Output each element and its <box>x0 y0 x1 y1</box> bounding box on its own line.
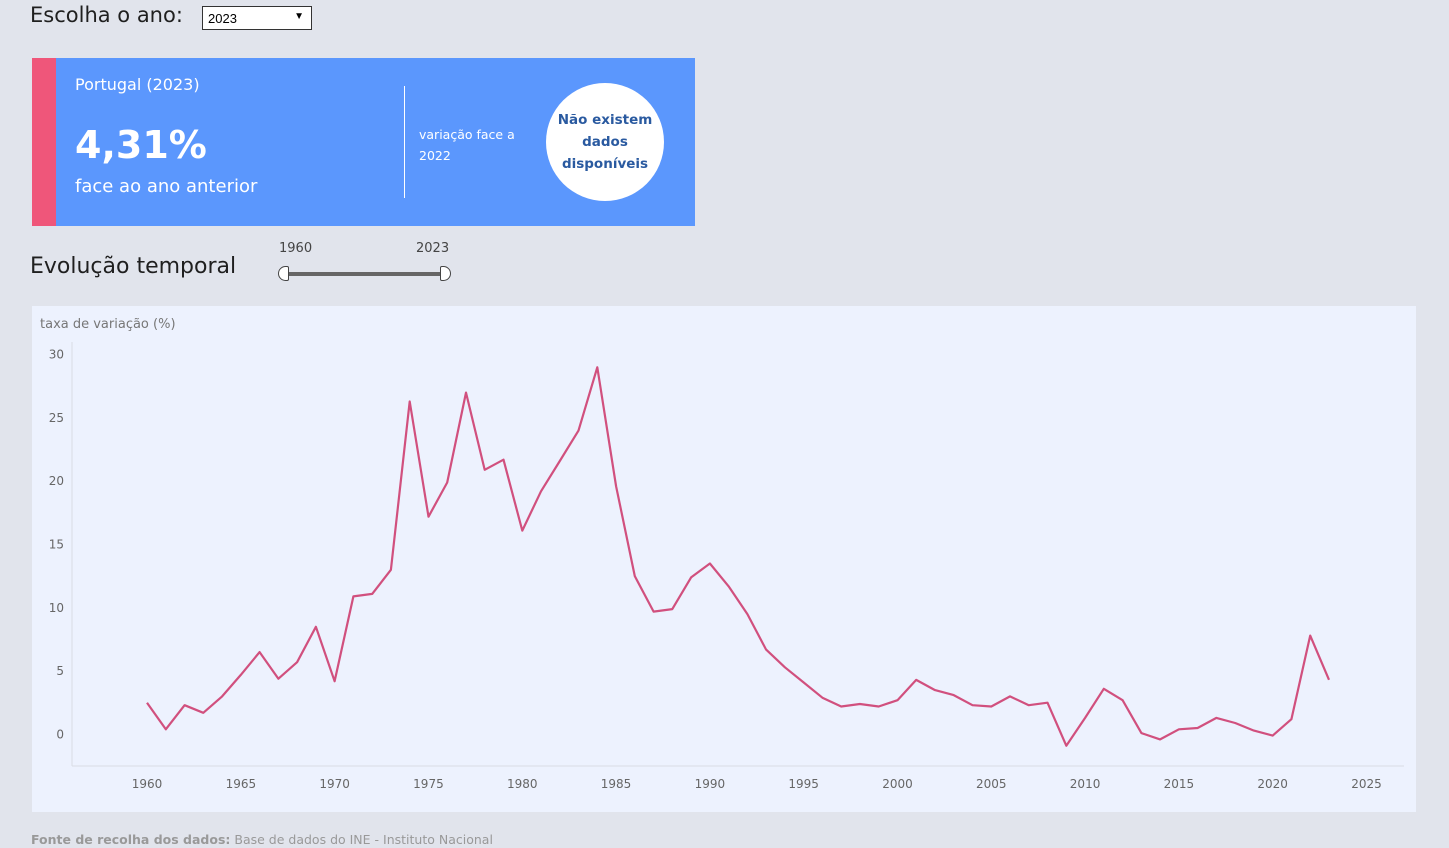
evolution-title: Evolução temporal <box>30 254 237 279</box>
source-text: Base de dados do INE - Instituto Naciona… <box>234 832 493 847</box>
x-tick-label: 2000 <box>882 777 913 791</box>
y-tick-label: 20 <box>49 474 64 488</box>
chart-panel: taxa de variação (%) 0 5 10 15 20 25 30 1960 196… <box>32 306 1416 812</box>
y-tick-label: 25 <box>49 411 64 425</box>
x-tick-label: 2025 <box>1351 777 1382 791</box>
range-start-label: 1960 <box>279 241 313 256</box>
range-end-label: 2023 <box>416 241 450 256</box>
kpi-variation-bubble: Não existem dados disponíveis <box>546 83 664 201</box>
x-tick-label: 1960 <box>132 777 163 791</box>
x-tick-label: 1985 <box>601 777 632 791</box>
x-tick-label: 1990 <box>695 777 726 791</box>
range-end-handle[interactable] <box>440 266 451 281</box>
x-tick-label: 2005 <box>976 777 1007 791</box>
series-line <box>146 366 1331 747</box>
x-tick-label: 2015 <box>1164 777 1195 791</box>
y-tick-label: 30 <box>49 348 64 362</box>
x-tick-label: 1980 <box>507 777 538 791</box>
chevron-down-icon: ▼ <box>294 11 304 22</box>
year-select[interactable]: 2023 ▼ <box>202 6 312 30</box>
year-select-value: 2023 <box>208 11 237 26</box>
kpi-country: Portugal (2023) <box>75 75 200 94</box>
kpi-divider <box>404 86 405 198</box>
x-tick-label: 1970 <box>319 777 350 791</box>
kpi-variation-value: Não existem dados disponíveis <box>557 112 653 172</box>
y-tick-label: 0 <box>56 727 64 741</box>
kpi-variation-label: variação face a 2022 <box>419 127 515 163</box>
x-tick-label: 1995 <box>788 777 819 791</box>
y-tick-label: 10 <box>49 601 64 615</box>
kpi-value: 4,31% <box>75 123 207 167</box>
range-start-handle[interactable] <box>278 266 289 281</box>
kpi-subtitle: face ao ano anterior <box>75 176 258 197</box>
kpi-accent-bar <box>32 58 56 226</box>
y-tick-label: 5 <box>56 664 64 678</box>
x-tick-label: 2010 <box>1070 777 1101 791</box>
x-tick-label: 2020 <box>1257 777 1288 791</box>
kpi-card: Portugal (2023) 4,31% face ao ano anteri… <box>32 58 695 226</box>
x-tick-label: 1965 <box>226 777 257 791</box>
y-tick-label: 15 <box>49 538 64 552</box>
year-range-slider[interactable]: 1960 2023 <box>270 238 460 288</box>
range-track[interactable] <box>284 272 445 276</box>
year-filter-label: Escolha o ano: <box>30 3 183 27</box>
y-axis-title: taxa de variação (%) <box>40 317 176 332</box>
data-source: Fonte de recolha dos dados: Base de dado… <box>31 832 493 847</box>
x-tick-label: 1975 <box>413 777 444 791</box>
source-label: Fonte de recolha dos dados: <box>31 832 231 847</box>
